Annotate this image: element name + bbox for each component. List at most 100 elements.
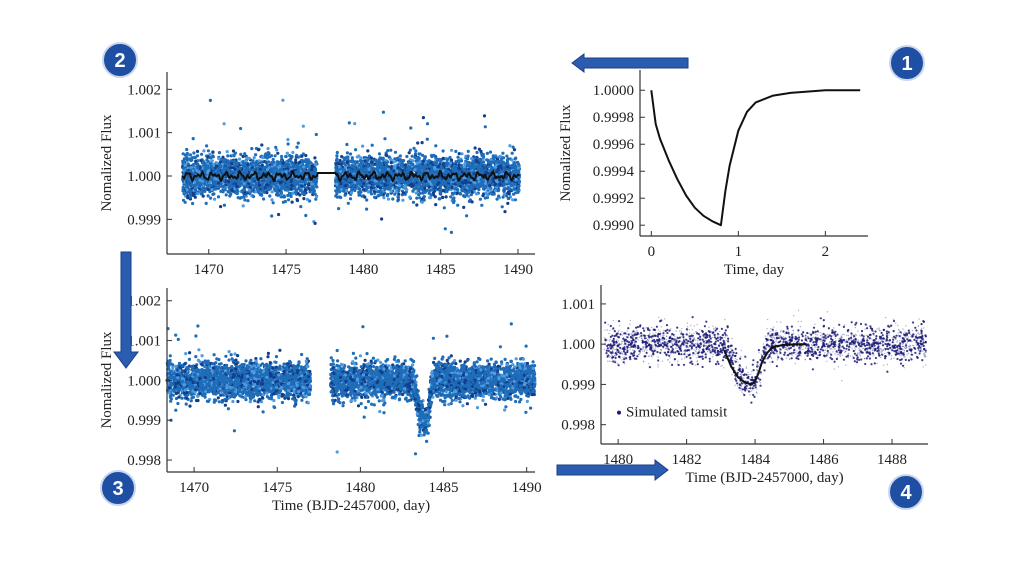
data-point [208, 152, 212, 156]
data-point [411, 184, 415, 188]
data-point [250, 163, 254, 167]
data-point [206, 194, 210, 198]
data-point [384, 165, 388, 169]
data-point [278, 181, 282, 185]
data-point [286, 142, 290, 146]
data-point [186, 162, 190, 166]
data-point [337, 207, 341, 211]
data-point [285, 151, 289, 155]
data-point [291, 191, 295, 196]
data-point [281, 186, 286, 190]
data-point [234, 191, 238, 195]
data-point [441, 156, 445, 160]
data-point [271, 167, 275, 171]
data-point [347, 167, 351, 171]
data-point [417, 152, 421, 156]
data-point [460, 152, 464, 156]
data-point [398, 154, 402, 158]
data-point [441, 189, 446, 193]
data-point [483, 125, 487, 129]
data-point [188, 195, 192, 199]
data-point [295, 165, 299, 169]
data-point [453, 187, 457, 191]
data-point [313, 156, 317, 160]
data-point [370, 143, 374, 147]
data-point [414, 183, 418, 187]
data-point [452, 200, 456, 205]
data-point [394, 157, 399, 161]
data-point [227, 179, 231, 184]
data-point [467, 199, 471, 203]
data-point [358, 190, 362, 194]
data-point [201, 160, 206, 164]
data-point [469, 193, 473, 197]
data-point [222, 184, 226, 188]
data-point [506, 190, 510, 195]
data-point [414, 191, 418, 195]
data-point [425, 188, 429, 193]
data-point [428, 196, 432, 200]
data-point [342, 162, 347, 166]
data-point [261, 181, 265, 185]
data-point [206, 184, 210, 188]
data-point [252, 195, 256, 199]
data-point [462, 205, 466, 209]
data-point [251, 168, 255, 172]
data-point [284, 164, 288, 168]
data-point [366, 149, 370, 153]
data-point [413, 155, 417, 160]
data-point [260, 163, 264, 167]
data-point [208, 98, 212, 102]
data-point [411, 200, 416, 204]
data-point [261, 189, 265, 193]
data-point [422, 195, 426, 199]
data-point [482, 114, 487, 118]
data-point [359, 156, 363, 160]
data-point [278, 164, 282, 168]
data-point [386, 192, 390, 197]
data-point [310, 182, 314, 186]
data-point [276, 193, 280, 197]
data-point [408, 183, 412, 187]
model-curve [650, 89, 861, 227]
data-point [277, 212, 281, 217]
data-point [438, 178, 442, 182]
data-point [451, 197, 455, 201]
data-point [242, 195, 246, 199]
data-point [281, 161, 285, 165]
data-point [200, 152, 204, 156]
data-point [300, 154, 304, 158]
data-point [185, 188, 189, 192]
data-point [195, 169, 199, 173]
data-point [430, 154, 434, 158]
data-point [229, 159, 233, 163]
data-point [443, 227, 447, 231]
x-tick-label: 0 [648, 244, 656, 260]
data-point [389, 161, 393, 165]
data-point [350, 191, 354, 195]
y-tick-label: 0.9992 [593, 191, 634, 207]
data-point [239, 126, 243, 131]
data-point [196, 192, 200, 196]
data-point [311, 186, 316, 191]
data-point [214, 176, 218, 181]
data-point [466, 163, 470, 168]
data-point [301, 124, 305, 128]
data-point [343, 193, 347, 197]
panel-2: 1470 1475 1480 1485 14901.0021.0011.0000.999… [99, 72, 535, 278]
data-point [477, 147, 481, 151]
data-point [214, 185, 218, 189]
data-point [183, 163, 187, 167]
data-point [293, 185, 297, 190]
data-point [243, 152, 247, 156]
data-point [345, 151, 349, 155]
data-point [364, 162, 368, 166]
data-point [396, 163, 400, 167]
data-point [266, 151, 270, 155]
data-point [346, 201, 350, 205]
data-point [290, 200, 294, 204]
y-tick-label: 0.9996 [593, 137, 635, 153]
data-point [503, 210, 507, 214]
data-point [418, 196, 422, 200]
